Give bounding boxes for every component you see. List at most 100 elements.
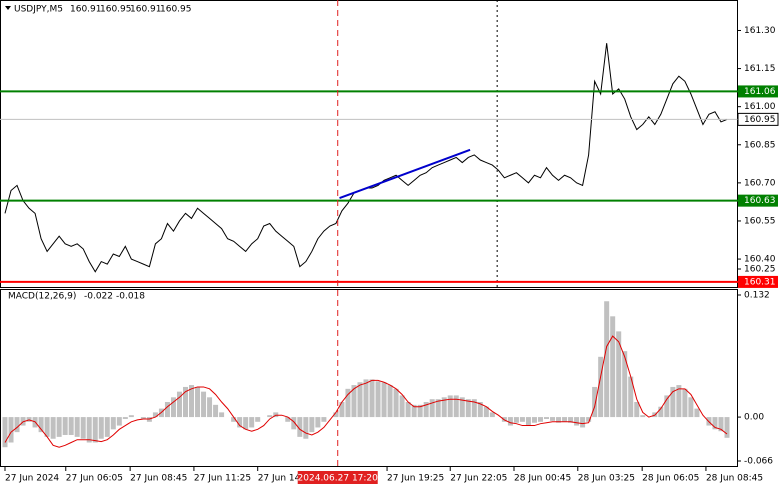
x-tick-label: 27 Jun 06:05 [66, 474, 123, 484]
macd-bar [321, 417, 327, 422]
macd-bar [483, 406, 489, 418]
macd-bar [477, 402, 483, 418]
macd-signal-value: -0.018 [116, 292, 145, 302]
x-tick-label: 28 Jun 03:25 [578, 474, 635, 484]
macd-bar [531, 417, 537, 423]
macd-bar [435, 399, 441, 418]
macd-bar [556, 417, 562, 423]
macd-bar [104, 417, 110, 437]
y-tick-label: 160.85 [744, 140, 776, 150]
macd-bar [598, 356, 604, 418]
y-tick-label: 161.30 [744, 26, 776, 36]
macd-bar [694, 408, 700, 418]
macd-bar [387, 385, 393, 418]
macd-bar [8, 417, 14, 443]
x-tick-label: 27 Jun 14:05 [258, 474, 315, 484]
y-tick-label: 160.40 [744, 255, 776, 265]
macd-bar [164, 402, 170, 418]
macd-bar [219, 412, 225, 418]
macd-bar [664, 395, 670, 418]
level-box [738, 194, 778, 207]
level-label: 160.63 [744, 196, 776, 206]
cursor-box [297, 471, 378, 484]
macd-bar [255, 417, 261, 422]
macd-bar [62, 417, 68, 435]
last-price-box [737, 112, 779, 126]
y-tick-label: 160.55 [744, 216, 776, 226]
macd-bar [453, 395, 459, 418]
x-tick-label: 27 Jun 2024 [5, 474, 59, 484]
macd-bar [98, 417, 104, 439]
macd-bar [116, 417, 122, 426]
level-label: 160.31 [744, 277, 776, 287]
macd-bar [92, 417, 98, 443]
macd-bar [586, 417, 592, 422]
macd-bar [537, 417, 543, 422]
macd-bar [303, 417, 309, 439]
level-box [738, 85, 778, 98]
y-tick-label: 160.25 [744, 265, 776, 275]
macd-bar [201, 391, 207, 418]
signal-line [4, 335, 728, 448]
cursor-label: 2024.06.27 17:20 [298, 474, 379, 484]
x-tick-label: 28 Jun 06:05 [642, 474, 699, 484]
y-tick-label: 160.70 [744, 178, 776, 188]
macd-bar [183, 386, 188, 418]
y-tick-label: 161.15 [744, 64, 776, 74]
x-tick-label: 27 Jun 08:45 [130, 474, 187, 484]
macd-bar [712, 417, 718, 430]
macd-bar [459, 397, 465, 418]
macd-bar [195, 386, 201, 418]
macd-bar [243, 417, 249, 430]
macd-bar [688, 397, 694, 418]
macd-bar [122, 417, 128, 419]
macd-bar [580, 417, 586, 428]
macd-bar [465, 399, 471, 418]
macd-bar [562, 417, 568, 422]
macd-bar [375, 381, 381, 418]
last-price-label: 160.95 [744, 115, 776, 125]
macd-bar [213, 404, 219, 418]
macd-bar [56, 417, 62, 437]
macd-bar [489, 412, 495, 418]
y-tick-label: -0.066 [744, 457, 773, 467]
level-label: 161.06 [744, 87, 776, 97]
macd-bar [592, 386, 598, 418]
macd-bar [315, 417, 321, 428]
macd-bar [297, 417, 303, 437]
price-line [4, 43, 728, 273]
ohlc-value: 160.91 [130, 5, 162, 15]
macd-bar [128, 415, 134, 418]
macd-bar [333, 412, 339, 418]
macd-bar [231, 417, 237, 422]
macd-bar [86, 417, 92, 443]
macd-bar [285, 417, 291, 422]
macd-bar [189, 385, 195, 418]
macd-bar [417, 404, 423, 418]
trend-line [339, 148, 471, 200]
macd-bar [249, 417, 255, 428]
menu-arrow [5, 6, 11, 10]
macd-bar [471, 399, 477, 418]
macd-bar [351, 385, 357, 418]
macd-main-value: -0.022 [84, 292, 113, 302]
macd-bar [568, 417, 574, 423]
macd-bar [550, 417, 556, 421]
macd-bar [411, 404, 417, 418]
ohlc-value: 160.91 [70, 5, 102, 15]
macd-bar [345, 388, 351, 418]
macd-bar [604, 301, 610, 418]
macd-bar [140, 417, 146, 419]
macd-bar [616, 331, 622, 418]
x-tick-label: 27 Jun 11:25 [194, 474, 251, 484]
macd-bar [152, 412, 158, 418]
macd-bar [676, 385, 682, 418]
macd-panel [0, 289, 738, 467]
symbol-title: USDJPY,M5 [14, 5, 63, 15]
macd-bar [176, 391, 182, 418]
level-box [738, 275, 778, 288]
macd-bar [38, 417, 44, 433]
macd-bar [369, 379, 375, 418]
macd-bar [267, 415, 273, 418]
